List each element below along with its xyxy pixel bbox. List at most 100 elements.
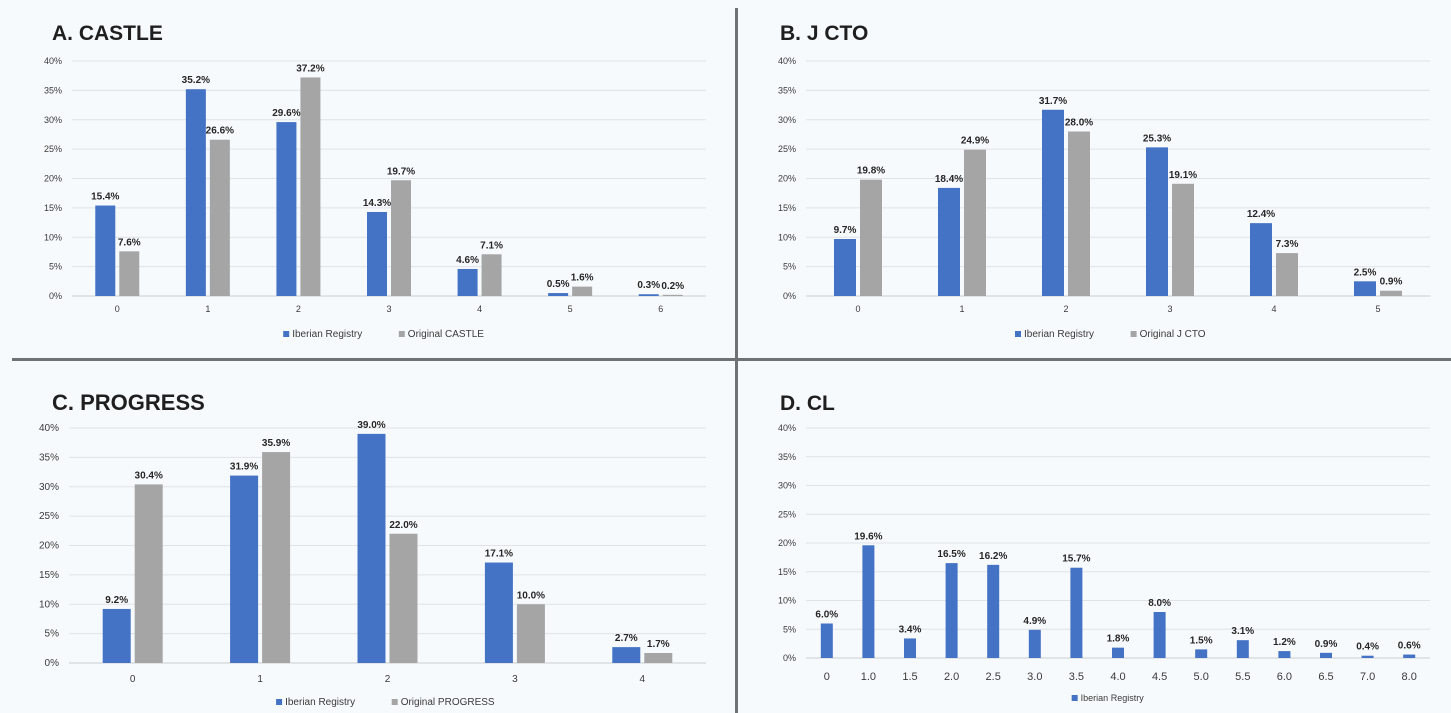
bar-original	[389, 533, 418, 663]
y-tick-label: 20%	[778, 538, 796, 548]
y-tick-label: 35%	[44, 85, 62, 95]
x-tick-label: 1	[205, 304, 210, 314]
bar-iberian-registry	[1278, 651, 1291, 658]
bar-original	[262, 452, 291, 663]
data-label: 39.0%	[357, 420, 385, 431]
data-label: 4.9%	[1023, 616, 1046, 627]
data-label: 14.3%	[363, 198, 391, 209]
y-tick-label: 25%	[44, 144, 62, 154]
y-tick-label: 40%	[39, 423, 59, 434]
x-tick-label: 1	[959, 304, 964, 314]
data-label: 1.8%	[1107, 634, 1130, 645]
y-tick-label: 35%	[778, 85, 796, 95]
bar-original	[119, 251, 140, 296]
data-label: 7.1%	[480, 240, 503, 251]
bar-iberian-registry	[1146, 147, 1168, 296]
x-tick-label: 3.0	[1027, 671, 1042, 683]
legend-label: Original PROGRESS	[401, 697, 495, 708]
x-tick-label: 0	[855, 304, 860, 314]
x-tick-label: 0	[824, 671, 830, 683]
x-tick-label: 6.5	[1318, 671, 1333, 683]
data-label: 16.5%	[937, 549, 965, 560]
data-label: 3.4%	[899, 624, 922, 635]
bar-iberian-registry	[95, 205, 116, 296]
data-label: 1.7%	[647, 639, 670, 650]
data-label: 0.9%	[1380, 277, 1403, 288]
bar-iberian-registry	[1236, 640, 1249, 658]
panel-divider-horizontal	[12, 358, 1451, 361]
y-tick-label: 20%	[44, 174, 62, 184]
x-tick-label: 5.0	[1194, 671, 1209, 683]
data-label: 28.0%	[1065, 118, 1093, 129]
bar-iberian-registry	[102, 608, 131, 663]
y-tick-label: 40%	[778, 423, 796, 433]
bar-iberian-registry	[945, 563, 958, 658]
chart-jcto: B. J CTO 0% 5% 10% 15% 20% 25% 30% 35% 40% 0 9.7% 19…	[778, 22, 1430, 340]
x-tick-label: 4	[640, 674, 646, 685]
bar-iberian-registry	[1195, 649, 1208, 658]
x-tick-label: 2.0	[944, 671, 959, 683]
data-label: 2.7%	[615, 633, 638, 644]
bar-original	[209, 139, 230, 296]
chart-title: B. J CTO	[780, 22, 868, 45]
bar-original	[662, 294, 683, 296]
chart-castle: A. CASTLE 0% 5% 10% 15% 20% 25% 30% 35% 40% 0 15.4%…	[44, 22, 706, 340]
bar-iberian-registry	[987, 564, 1000, 658]
y-tick-label: 15%	[778, 203, 796, 213]
bar-original	[964, 149, 986, 296]
x-tick-label: 4.5	[1152, 671, 1167, 683]
data-label: 26.6%	[206, 126, 234, 137]
y-tick-label: 0%	[49, 291, 62, 301]
y-tick-label: 25%	[778, 509, 796, 519]
bar-iberian-registry	[457, 268, 478, 296]
legend-label: Original J CTO	[1140, 329, 1206, 340]
bar-iberian-registry	[1070, 567, 1083, 658]
bar-iberian-registry	[834, 239, 856, 296]
y-tick-label: 40%	[778, 56, 796, 66]
bar-iberian-registry	[938, 187, 960, 296]
data-label: 35.2%	[182, 75, 210, 86]
y-tick-label: 20%	[39, 541, 59, 552]
data-label: 12.4%	[1247, 209, 1275, 220]
y-tick-label: 15%	[39, 570, 59, 581]
legend-label: Iberian Registry	[292, 329, 362, 340]
x-tick-label: 4.0	[1110, 671, 1125, 683]
x-tick-label: 2.5	[986, 671, 1001, 683]
bar-iberian-registry	[185, 89, 206, 296]
bar-iberian-registry	[612, 647, 641, 663]
y-tick-label: 5%	[45, 629, 60, 640]
legend-swatch	[1130, 331, 1137, 337]
data-label: 37.2%	[296, 63, 324, 74]
y-tick-label: 15%	[44, 203, 62, 213]
data-label: 3.1%	[1231, 626, 1254, 637]
bar-iberian-registry	[1042, 109, 1064, 296]
bar-iberian-registry	[904, 638, 916, 658]
chart-title: C. PROGRESS	[52, 390, 205, 415]
data-label: 9.2%	[105, 595, 128, 606]
chart-panel-jcto: B. J CTO 0% 5% 10% 15% 20% 25% 30% 35% 40% 0 9.7% 19…	[738, 0, 1451, 358]
x-tick-label: 3.5	[1069, 671, 1084, 683]
chart-panel-progress: C. PROGRESS 0% 5% 10% 15% 20% 25% 30% 35% 40% 0 9.2…	[0, 362, 735, 713]
x-tick-label: 1.5	[902, 671, 917, 683]
bar-original	[1068, 131, 1090, 296]
y-tick-label: 30%	[778, 115, 796, 125]
data-label: 22.0%	[389, 520, 417, 531]
data-label: 19.7%	[387, 166, 415, 177]
legend-swatch	[391, 699, 398, 705]
data-label: 0.6%	[1398, 641, 1421, 652]
data-label: 31.7%	[1039, 96, 1067, 107]
x-tick-label: 1.0	[861, 671, 876, 683]
bar-original	[134, 484, 163, 663]
bar-iberian-registry	[638, 294, 659, 296]
data-label: 6.0%	[815, 610, 838, 621]
legend-label: Iberian Registry	[1081, 693, 1145, 703]
y-tick-label: 35%	[778, 452, 796, 462]
bar-iberian-registry	[862, 545, 875, 658]
x-tick-label: 5	[1375, 304, 1380, 314]
y-tick-label: 30%	[778, 481, 796, 491]
bar-iberian-registry	[484, 562, 513, 663]
x-tick-label: 5	[568, 304, 573, 314]
data-label: 29.6%	[272, 108, 300, 119]
y-tick-label: 30%	[39, 482, 59, 493]
legend-label: Original CASTLE	[408, 329, 484, 340]
